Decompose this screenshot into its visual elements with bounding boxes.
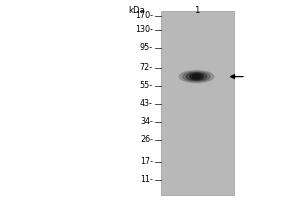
Ellipse shape	[190, 74, 203, 80]
Text: 34-: 34-	[140, 117, 153, 127]
Text: 11-: 11-	[140, 176, 153, 184]
Text: kDa: kDa	[128, 6, 145, 15]
Ellipse shape	[179, 71, 214, 83]
Text: 130-: 130-	[135, 25, 153, 34]
Text: 17-: 17-	[140, 157, 153, 166]
Ellipse shape	[186, 73, 207, 80]
Ellipse shape	[183, 72, 210, 81]
Text: 43-: 43-	[140, 99, 153, 108]
Text: 55-: 55-	[140, 81, 153, 90]
Text: 72-: 72-	[140, 63, 153, 72]
Bar	[160, 11, 234, 195]
Text: 95-: 95-	[140, 43, 153, 52]
Text: 1: 1	[194, 6, 199, 15]
Text: 170-: 170-	[135, 11, 153, 20]
Text: 26-: 26-	[140, 135, 153, 144]
Ellipse shape	[192, 74, 201, 79]
